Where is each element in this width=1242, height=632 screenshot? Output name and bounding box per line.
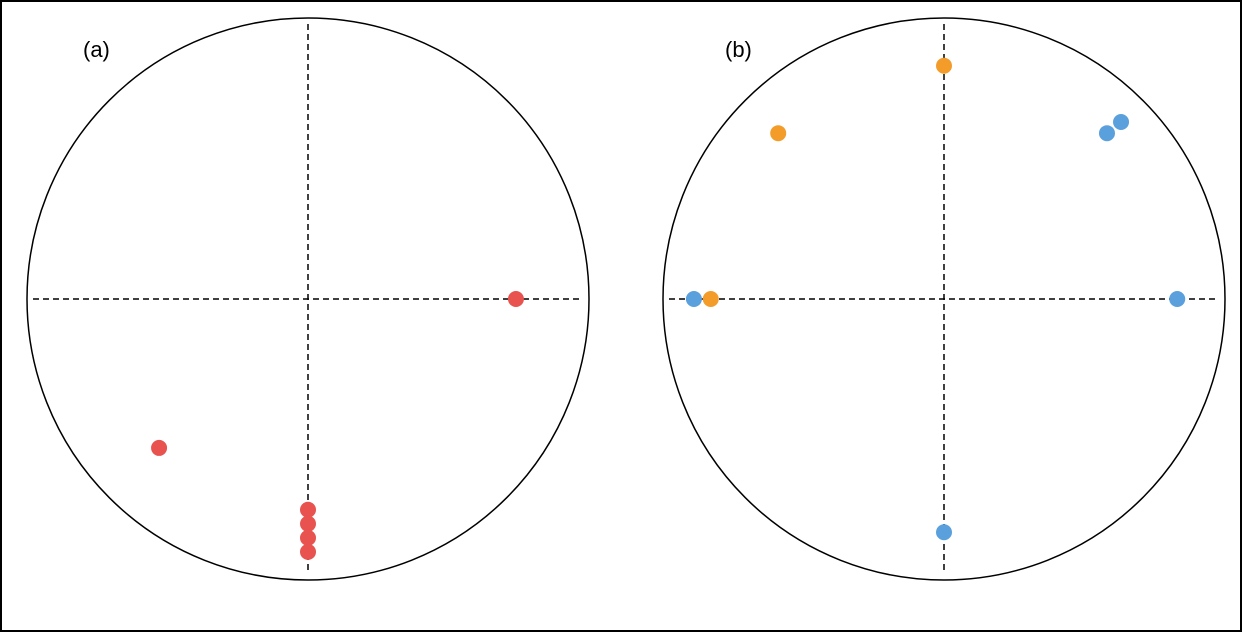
data-point-b-3 xyxy=(685,291,702,307)
stereonet-circle-a xyxy=(26,17,590,581)
data-point-b-7 xyxy=(936,524,952,541)
panel-a: (a) xyxy=(26,17,590,581)
data-point-b-4 xyxy=(1169,291,1186,307)
panel-label-b: (b) xyxy=(725,37,752,62)
data-point-a-0 xyxy=(507,291,524,307)
data-point-a-1 xyxy=(151,439,168,456)
stereonet-circle-b xyxy=(662,17,1226,581)
panel-label-a: (a) xyxy=(83,37,110,62)
data-point-a-4 xyxy=(300,529,316,546)
data-point-b-0 xyxy=(936,57,952,74)
data-point-b-2 xyxy=(702,291,719,307)
data-point-b-5 xyxy=(1098,125,1115,142)
data-point-a-2 xyxy=(300,501,316,518)
data-point-a-3 xyxy=(300,515,316,532)
points-a xyxy=(151,291,524,560)
panel-b: (b) xyxy=(662,17,1226,581)
points-b xyxy=(685,57,1186,541)
data-point-a-5 xyxy=(300,543,316,560)
data-point-b-1 xyxy=(770,125,787,142)
data-point-b-6 xyxy=(1113,113,1130,130)
